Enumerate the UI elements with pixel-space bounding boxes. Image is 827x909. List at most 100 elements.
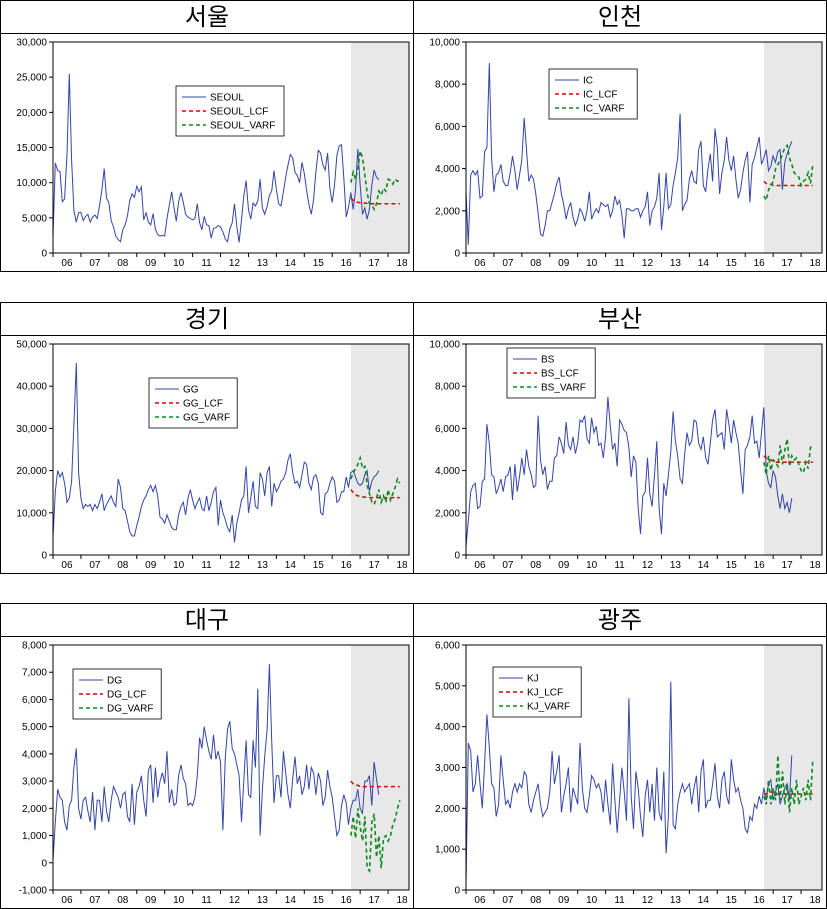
legend-label: BS_LCF: [541, 369, 579, 380]
series-line-kj_varf: [763, 755, 814, 813]
y-tick-label: 6,000: [22, 695, 47, 706]
legend-label: DG: [107, 676, 122, 687]
legend: IC IC_LCF IC_VARF: [548, 68, 638, 120]
x-tick-label: 10: [173, 895, 185, 906]
chart-busan: 0 2,000 4,000 6,000 8,000 10,000 06 07 08 09 10 11 1…: [429, 340, 823, 571]
panel-busan: 부산 0 2,000 4,000 6,000 8,000 10,000 06 07 08 09 10…: [413, 302, 827, 574]
panel-title: 경기: [1, 303, 413, 336]
x-tick-label: 06: [61, 560, 73, 571]
legend-box: [175, 85, 285, 137]
plot-frame: [465, 343, 823, 556]
x-tick-label: 17: [782, 895, 794, 906]
x-tick-label: 13: [257, 258, 269, 269]
x-tick-label: 15: [726, 895, 738, 906]
x-tick-label: 12: [642, 258, 654, 269]
x-tick-label: 09: [558, 895, 570, 906]
y-tick-label: 6,000: [435, 424, 460, 435]
x-tick-label: 15: [313, 560, 325, 571]
x-tick-label: 16: [754, 560, 766, 571]
x-tick-label: 16: [341, 258, 353, 269]
x-tick-label: 10: [173, 560, 185, 571]
x-tick-label: 08: [117, 895, 129, 906]
x-tick-label: 15: [313, 258, 325, 269]
y-tick-label: 0: [41, 858, 47, 869]
y-tick-label: 8,000: [22, 641, 47, 652]
x-tick-label: 16: [341, 895, 353, 906]
y-tick-label: 4,000: [22, 749, 47, 760]
plot-frame: [465, 644, 823, 891]
x-tick-label: 08: [117, 258, 129, 269]
legend-label: IC_VARF: [583, 104, 625, 115]
y-tick-label: 30,000: [16, 38, 47, 49]
x-tick-label: 09: [145, 560, 157, 571]
x-tick-label: 08: [530, 560, 542, 571]
panel-title: 서울: [1, 1, 413, 34]
x-tick-label: 14: [698, 560, 710, 571]
y-tick-label: 5,000: [22, 213, 47, 224]
series-line-bs_lcf: [763, 455, 813, 463]
y-tick-label: 5,000: [435, 681, 460, 692]
x-tick-label: 11: [614, 895, 625, 906]
x-tick-label: 16: [754, 895, 766, 906]
forecast-shade: [763, 645, 822, 890]
x-tick-label: 11: [614, 560, 625, 571]
x-tick-label: 09: [145, 258, 157, 269]
x-tick-label: 15: [726, 560, 738, 571]
y-tick-label: 20,000: [16, 466, 47, 477]
plot-frame: [52, 41, 410, 254]
y-tick-label: 3,000: [435, 763, 460, 774]
legend-label: GG_LCF: [183, 399, 223, 410]
series-line-seoul_lcf: [350, 197, 400, 205]
series-line-gg_lcf: [350, 489, 400, 499]
y-tick-label: 2,000: [435, 206, 460, 217]
x-tick-label: 18: [396, 895, 408, 906]
x-tick-label: 09: [145, 895, 157, 906]
panel-daegu: 대구 -1,000 0 1,000 2,000 3,000 4,000 5,000 6,000…: [0, 603, 414, 909]
x-tick-label: 14: [698, 895, 710, 906]
x-tick-label: 17: [369, 895, 381, 906]
x-tick-label: 06: [474, 895, 486, 906]
panel-title: 대구: [1, 604, 413, 637]
series-line-ic_varf: [763, 143, 814, 203]
panel-seoul: 서울 0 5,000 10,000 15,000 20,000 25,000 30,000 0…: [0, 0, 414, 272]
x-tick-label: 17: [369, 258, 381, 269]
x-tick-label: 14: [285, 258, 297, 269]
x-tick-label: 13: [257, 895, 269, 906]
y-tick-label: 6,000: [435, 641, 460, 652]
x-tick-label: 07: [502, 895, 514, 906]
panel-title: 인천: [414, 1, 826, 34]
chart-gyeonggi: 0 10,000 20,000 30,000 40,000 50,000 06 07 08 09 1…: [16, 340, 410, 571]
x-tick-label: 09: [558, 560, 570, 571]
y-tick-label: 15,000: [16, 143, 47, 154]
x-tick-label: 14: [285, 895, 297, 906]
panel-title: 부산: [414, 303, 826, 336]
x-tick-label: 07: [502, 258, 514, 269]
y-tick-label: 1,000: [435, 845, 460, 856]
y-tick-label: 8,000: [435, 382, 460, 393]
plot-frame: [52, 644, 410, 891]
panel-gyeonggi: 경기 0 10,000 20,000 30,000 40,000 50,000 06 07 08…: [0, 302, 414, 574]
x-tick-label: 12: [642, 560, 654, 571]
x-tick-label: 07: [89, 258, 101, 269]
y-tick-label: 0: [41, 249, 47, 260]
x-tick-label: 11: [614, 258, 625, 269]
legend-label: SEOUL_VARF: [210, 121, 275, 132]
y-tick-label: 2,000: [435, 804, 460, 815]
y-tick-label: 1,000: [22, 831, 47, 842]
y-tick-label: 40,000: [16, 382, 47, 393]
y-tick-label: 0: [41, 551, 47, 562]
x-tick-label: 06: [474, 258, 486, 269]
x-tick-label: 18: [809, 895, 821, 906]
x-tick-label: 14: [698, 258, 710, 269]
x-tick-label: 10: [586, 895, 598, 906]
x-tick-label: 15: [726, 258, 738, 269]
legend-label: IC: [583, 76, 593, 87]
legend-label: IC_LCF: [583, 90, 617, 101]
y-tick-label: 10,000: [429, 38, 460, 49]
legend-label: KJ_VARF: [527, 702, 570, 713]
x-tick-label: 08: [530, 258, 542, 269]
x-tick-label: 13: [670, 258, 682, 269]
plot-frame: [465, 41, 823, 254]
y-tick-label: 4,000: [435, 466, 460, 477]
y-tick-label: 4,000: [435, 722, 460, 733]
